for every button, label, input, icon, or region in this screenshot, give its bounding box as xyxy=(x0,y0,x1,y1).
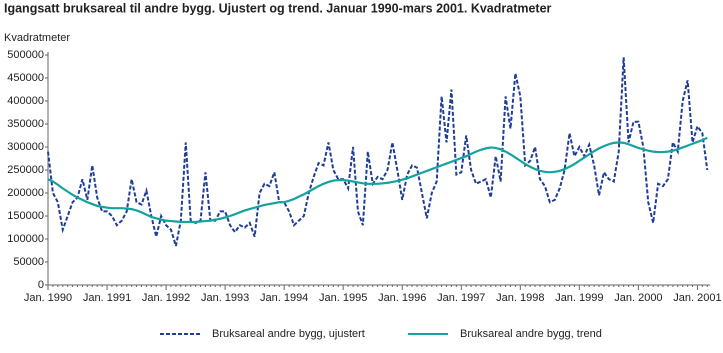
x-tick-label: Jan. 2000 xyxy=(614,292,662,304)
y-tick-label: 150000 xyxy=(7,210,44,222)
y-tick-label: 300000 xyxy=(7,141,44,153)
chart-title: Igangsatt bruksareal til andre bygg. Uju… xyxy=(4,1,552,15)
y-tick-label: 350000 xyxy=(7,118,44,130)
y-tick-label: 0 xyxy=(38,279,44,291)
y-axis-label: Kvadratmeter xyxy=(4,32,70,44)
y-tick-label: 450000 xyxy=(7,72,44,84)
x-tick-label: Jan. 1996 xyxy=(378,292,426,304)
y-tick-label: 50000 xyxy=(13,256,44,268)
y-tick-label: 400000 xyxy=(7,95,44,107)
series-line xyxy=(47,57,709,247)
y-tick-label: 500000 xyxy=(7,49,44,61)
x-tick-label: Jan. 1997 xyxy=(437,292,485,304)
x-tick-label: Jan. 1994 xyxy=(260,292,308,304)
x-tick-label: Jan. 1991 xyxy=(83,292,131,304)
x-tick-label: Jan. 1990 xyxy=(24,292,72,304)
y-tick-label: 250000 xyxy=(7,164,44,176)
x-tick-label: Jan. 2001 xyxy=(673,292,721,304)
x-tick-label: Jan. 1993 xyxy=(201,292,249,304)
y-tick-label: 100000 xyxy=(7,233,44,245)
x-tick-label: Jan. 1999 xyxy=(555,292,603,304)
x-tick-label: Jan. 1998 xyxy=(496,292,544,304)
x-tick-label: Jan. 1995 xyxy=(319,292,367,304)
y-tick-label: 200000 xyxy=(7,187,44,199)
legend-label: Bruksareal andre bygg, ujustert xyxy=(212,328,365,340)
x-tick-label: Jan. 1992 xyxy=(142,292,190,304)
legend-label: Bruksareal andre bygg, trend xyxy=(460,328,602,340)
series-line xyxy=(47,136,708,224)
